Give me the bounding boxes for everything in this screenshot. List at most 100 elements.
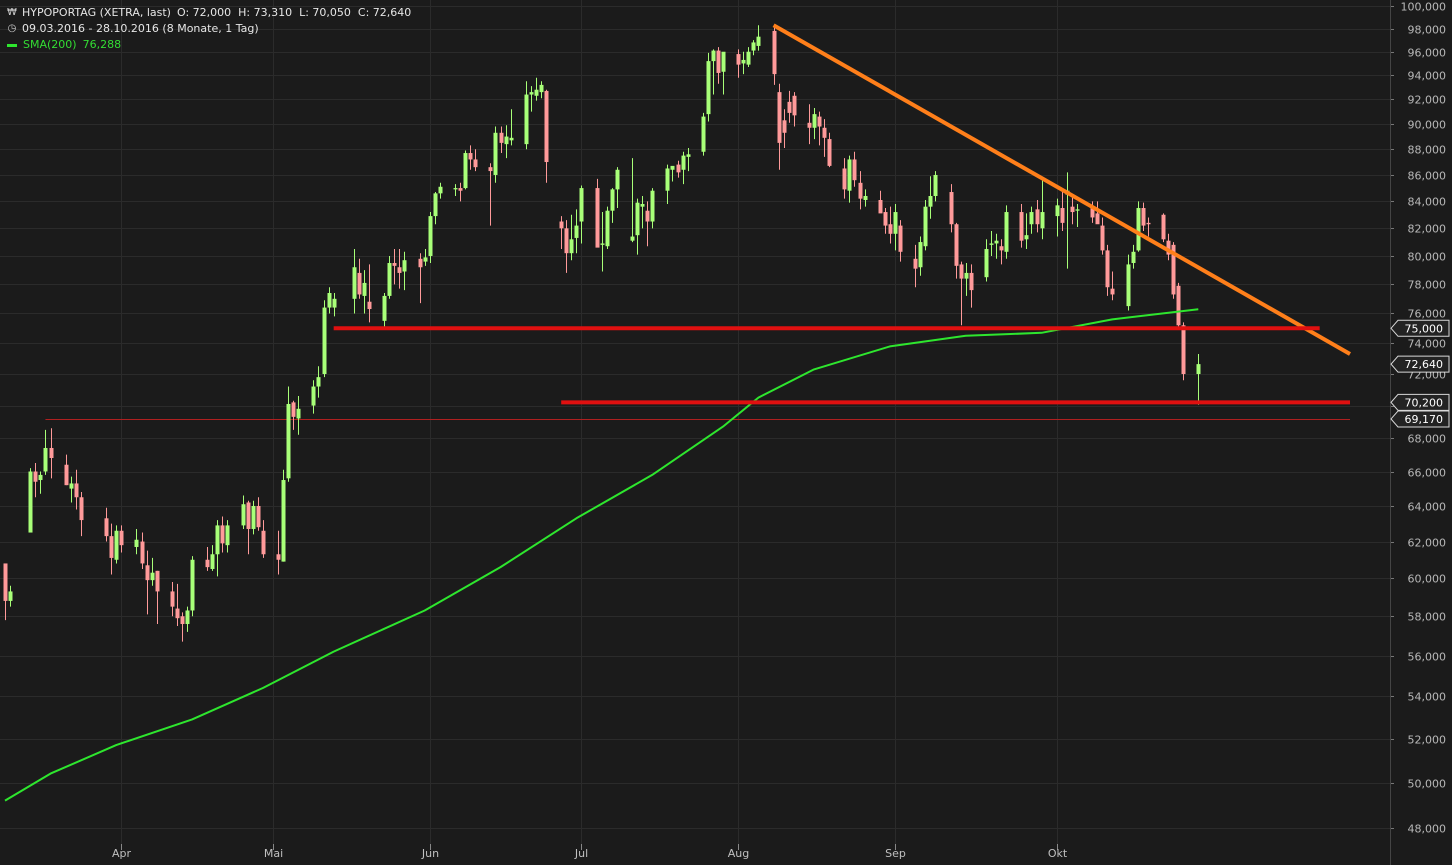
y-tick-label: 48,000: [1408, 823, 1447, 836]
candle-body: [311, 386, 316, 406]
candle-body: [817, 116, 822, 127]
candle-body: [69, 483, 74, 489]
sma-label: SMA(200): [23, 38, 77, 51]
candle-body: [883, 212, 888, 226]
candle-body: [1055, 205, 1060, 217]
candle-body: [453, 188, 458, 190]
y-tick-label: 64,000: [1408, 501, 1447, 514]
candle-body: [433, 193, 438, 217]
candle-body: [1040, 212, 1045, 229]
y-tick-label: 84,000: [1408, 196, 1447, 209]
candle-body: [1131, 251, 1136, 264]
candle-body: [286, 403, 291, 479]
price-tag: 70,200: [1390, 393, 1450, 411]
y-tick-label: 98,000: [1408, 24, 1447, 37]
candle-body: [509, 137, 514, 141]
candle-body: [534, 89, 539, 96]
candle-body: [382, 295, 387, 321]
candle-body: [615, 169, 620, 190]
candle-body: [822, 127, 827, 138]
candle-body: [180, 616, 185, 625]
x-tick-label: Jul: [574, 847, 588, 860]
candle-body: [332, 298, 337, 308]
candle-body: [933, 174, 938, 197]
candle-body: [898, 225, 903, 252]
candle-body: [1110, 288, 1115, 295]
candle-body: [276, 554, 281, 560]
candle-body: [751, 42, 756, 51]
x-tick-label: Apr: [112, 847, 132, 860]
candle-body: [140, 541, 145, 564]
candle-body: [716, 50, 721, 73]
price-tag-box: [1390, 319, 1450, 337]
x-tick-label: Aug: [728, 847, 749, 860]
candle-body: [1196, 364, 1201, 375]
candle-body: [959, 264, 964, 279]
candle-body: [43, 447, 48, 472]
y-tick-label: 66,000: [1408, 467, 1447, 480]
candlestick-icon: ₩: [7, 7, 17, 18]
y-axis: 48,000 50,000 52,000 54,000 56,000 58,000 60,0…: [1390, 0, 1446, 865]
y-tick-label: 76,000: [1408, 308, 1447, 321]
candle-body: [109, 536, 114, 558]
candle-body: [170, 591, 175, 607]
candle-body: [893, 212, 898, 234]
candle-body: [1004, 212, 1009, 252]
candle-body: [635, 202, 640, 236]
candle-body: [1095, 213, 1100, 225]
candle-body: [79, 497, 84, 521]
candle-body: [134, 539, 139, 547]
candle-body: [463, 153, 468, 189]
candle-body: [1019, 212, 1024, 241]
candle-body: [630, 236, 635, 241]
candle-body: [928, 196, 933, 207]
candle-body: [999, 246, 1004, 251]
candle-body: [544, 90, 549, 163]
candle-body: [185, 610, 190, 625]
candle-body: [1090, 206, 1095, 218]
candle-body: [888, 224, 893, 234]
candle-body: [676, 164, 681, 173]
y-tick-label: 50,000: [1408, 778, 1447, 791]
candle-body: [1029, 212, 1034, 225]
trend-lines: [333, 23, 1351, 405]
x-axis: Apr Mai Jun Jul Aug Sep Okt: [112, 844, 1068, 860]
ohlc-values: O: 72,000 H: 73,310 L: 70,050 C: 72,640: [176, 6, 412, 19]
candle-body: [225, 525, 230, 546]
candle-body: [1141, 208, 1146, 226]
candle-body: [792, 95, 797, 116]
candle-body: [595, 188, 600, 248]
x-tick-label: Mai: [264, 847, 283, 860]
candle-body: [119, 530, 124, 546]
candle-body: [777, 92, 782, 143]
legend-title-row: ₩ HYPOPORTAG (XETRA, last) O: 72,000 H: …: [6, 5, 411, 21]
candle-body: [114, 530, 119, 560]
candle-body: [756, 36, 761, 46]
candle-body: [665, 168, 670, 191]
candle-body: [969, 272, 974, 291]
candle-body: [878, 199, 883, 214]
clock-icon: ◷: [7, 23, 17, 34]
candle-body: [994, 240, 999, 244]
candle-body: [842, 168, 847, 190]
candle-body: [640, 203, 645, 207]
price-tag: 75,000: [1390, 319, 1450, 337]
candle-body: [1024, 235, 1029, 240]
price-tags: 75,000 72,640 70,200 69,170: [1390, 319, 1450, 428]
candle-body: [787, 101, 792, 113]
grid: [0, 0, 1390, 844]
candle-body: [316, 377, 321, 387]
candle-body: [574, 225, 579, 238]
resistance-trendline: [772, 23, 1351, 356]
candle-body: [782, 120, 787, 133]
candle-body: [681, 155, 686, 170]
candle-body: [949, 192, 954, 225]
y-tick-label: 86,000: [1408, 170, 1447, 183]
candle-body: [504, 136, 509, 145]
y-tick-label: 74,000: [1408, 338, 1447, 351]
candle-body: [1176, 285, 1181, 326]
candle-body: [650, 190, 655, 222]
x-tick-label: Sep: [885, 847, 906, 860]
candle-body: [145, 565, 150, 581]
